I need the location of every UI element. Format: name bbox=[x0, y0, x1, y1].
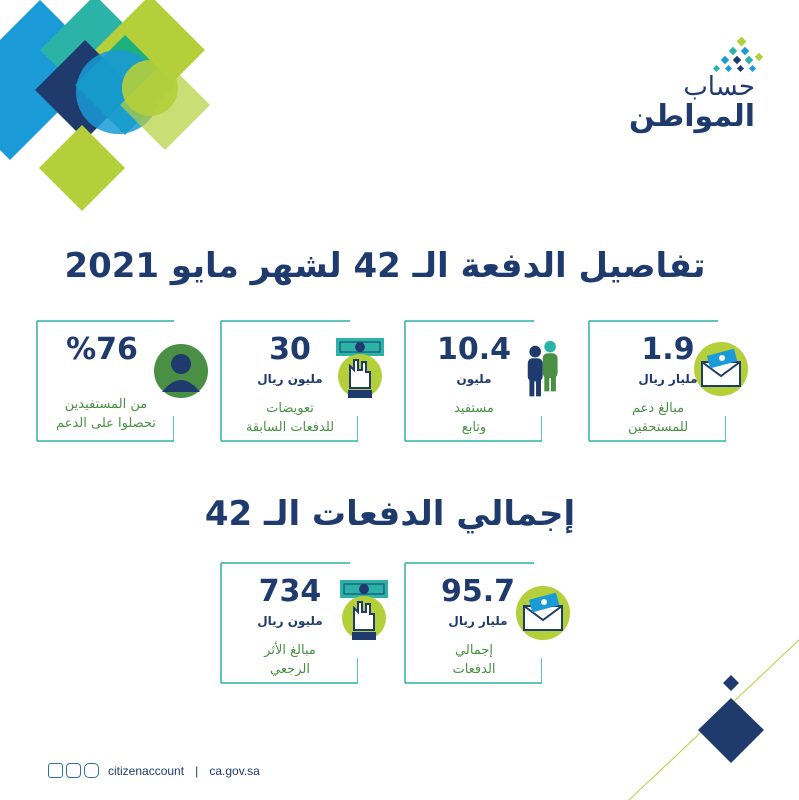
hand-money-icon bbox=[340, 580, 388, 640]
stat-description: تعويضات للدفعات السابقة bbox=[245, 401, 335, 435]
card-frame bbox=[36, 320, 174, 442]
card-frame bbox=[404, 320, 542, 442]
total-value: 734 bbox=[258, 574, 322, 609]
stat-description: من المستفيدين تحصلوا على الدعم bbox=[56, 397, 156, 431]
people-icon bbox=[527, 340, 558, 397]
total-description: إجمالي الدفعات bbox=[452, 643, 496, 677]
social-handle[interactable]: citizenaccount bbox=[108, 763, 185, 778]
stat-value: 30 bbox=[269, 332, 311, 367]
envelope-money-icon bbox=[694, 342, 748, 396]
stat-card-percentage: %76 من المستفيدين تحصلوا على الدعم bbox=[36, 320, 208, 442]
stat-card-compensations: 30 مليون ريال تعويضات للدفعات السابقة bbox=[220, 320, 384, 442]
stat-value: 1.9 bbox=[641, 332, 695, 367]
website-link[interactable]: ca.gov.sa bbox=[209, 763, 260, 778]
section-title: إجمالي الدفعات الـ 42 bbox=[204, 494, 576, 534]
logo-text-line2: المواطن bbox=[628, 99, 755, 134]
corner-decoration bbox=[628, 639, 799, 800]
instagram-icon[interactable] bbox=[66, 763, 81, 778]
envelope-money-icon bbox=[516, 586, 570, 640]
total-description: مبالغ الأثر الرجعي bbox=[264, 643, 316, 677]
decorative-pattern bbox=[0, 0, 210, 211]
card-frame bbox=[220, 562, 358, 684]
stat-card-beneficiaries: 10.4 مليون مستفيد وتابع bbox=[404, 320, 558, 442]
logo-text-line1: حساب bbox=[683, 72, 755, 102]
stat-value: 10.4 bbox=[436, 332, 512, 367]
stat-value: %76 bbox=[66, 332, 138, 367]
total-card-retroactive: 734 مليون ريال مبالغ الأثر الرجعي bbox=[220, 562, 388, 684]
youtube-icon[interactable] bbox=[84, 763, 99, 778]
stat-unit: مليون bbox=[456, 372, 492, 386]
logo: حساب المواطن bbox=[600, 36, 775, 136]
page-title: تفاصيل الدفعة الـ 42 لشهر مايو 2021 bbox=[64, 246, 706, 286]
card-frame bbox=[220, 320, 358, 442]
twitter-icon[interactable] bbox=[48, 763, 63, 778]
logo-mark-icon bbox=[712, 36, 764, 73]
stat-description: مستفيد وتابع bbox=[454, 401, 494, 435]
footer-social: citizenaccount | ca.gov.sa bbox=[48, 760, 288, 778]
card-frame bbox=[404, 562, 542, 684]
total-value: 95.7 bbox=[440, 574, 516, 609]
card-frame bbox=[588, 320, 726, 442]
total-unit: مليون ريال bbox=[257, 614, 323, 628]
total-card-payments: 95.7 مليار ريال إجمالي الدفعات bbox=[404, 562, 570, 684]
stat-description: مبالغ دعم للمستحقين bbox=[627, 401, 689, 435]
stat-unit: مليون ريال bbox=[257, 372, 323, 386]
total-unit: مليار ريال bbox=[448, 614, 508, 628]
user-icon bbox=[154, 344, 208, 398]
hand-money-icon bbox=[336, 338, 384, 398]
stat-unit: مليار ريال bbox=[638, 372, 698, 386]
stat-card-support: 1.9 مليار ريال مبالغ دعم للمستحقين bbox=[588, 320, 748, 442]
footer-separator: | bbox=[195, 763, 199, 778]
